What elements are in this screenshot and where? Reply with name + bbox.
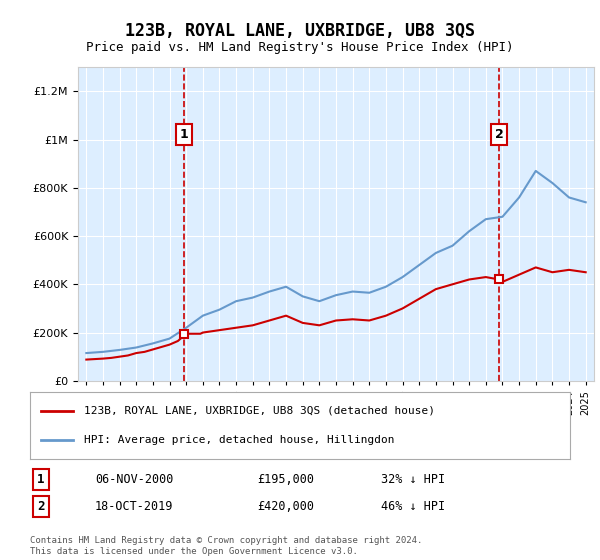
- Text: 06-NOV-2000: 06-NOV-2000: [95, 473, 173, 486]
- Text: 123B, ROYAL LANE, UXBRIDGE, UB8 3QS: 123B, ROYAL LANE, UXBRIDGE, UB8 3QS: [125, 22, 475, 40]
- Text: 1: 1: [179, 128, 188, 141]
- Text: HPI: Average price, detached house, Hillingdon: HPI: Average price, detached house, Hill…: [84, 435, 395, 445]
- Text: 32% ↓ HPI: 32% ↓ HPI: [381, 473, 445, 486]
- Text: £420,000: £420,000: [257, 500, 314, 513]
- Text: 1: 1: [37, 473, 44, 486]
- Text: 46% ↓ HPI: 46% ↓ HPI: [381, 500, 445, 513]
- Text: Contains HM Land Registry data © Crown copyright and database right 2024.
This d: Contains HM Land Registry data © Crown c…: [30, 536, 422, 556]
- Text: 18-OCT-2019: 18-OCT-2019: [95, 500, 173, 513]
- Text: 2: 2: [494, 128, 503, 141]
- Text: 123B, ROYAL LANE, UXBRIDGE, UB8 3QS (detached house): 123B, ROYAL LANE, UXBRIDGE, UB8 3QS (det…: [84, 406, 435, 416]
- Text: Price paid vs. HM Land Registry's House Price Index (HPI): Price paid vs. HM Land Registry's House …: [86, 41, 514, 54]
- Text: 2: 2: [37, 500, 44, 513]
- Text: £195,000: £195,000: [257, 473, 314, 486]
